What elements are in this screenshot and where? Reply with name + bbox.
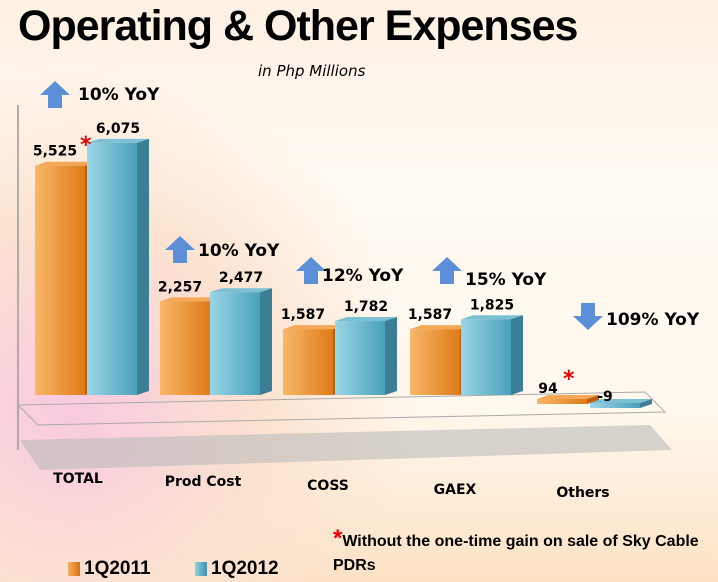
bar-top (87, 138, 149, 143)
yoy-label: 10% YoY (198, 241, 280, 261)
bar-side (640, 399, 652, 408)
data-label: 1,782 (344, 299, 388, 315)
bar-1q2012-others (590, 403, 640, 408)
floor-shadow (20, 425, 672, 470)
bar-top (35, 161, 97, 166)
floor-outline (16, 391, 667, 426)
page-title: Operating & Other Expenses (18, 2, 578, 50)
category-label: COSS (307, 478, 349, 494)
data-label: 1,587 (408, 307, 452, 323)
bar-side (137, 138, 149, 395)
data-label: 5,525 (33, 144, 77, 160)
legend-item-1q2011: 1Q2011 (68, 558, 151, 580)
yoy-label: 109% YoY (606, 310, 700, 330)
asterisk-icon: * (80, 133, 92, 158)
bar-1q2011-gaex (410, 329, 460, 395)
arrow-down-icon (573, 303, 603, 330)
legend-item-1q2012: 1Q2012 (195, 558, 279, 580)
legend-label: 1Q2011 (84, 558, 151, 579)
bar-top (590, 399, 652, 403)
bar-side (385, 317, 397, 395)
bar-1q2011-prod-cost (160, 301, 210, 395)
footnote: *Without the one-time gain on sale of Sk… (333, 527, 718, 578)
legend-swatch (68, 562, 80, 576)
asterisk-marker: * (333, 525, 343, 552)
category-label: TOTAL (53, 471, 103, 487)
data-label: -9 (597, 389, 613, 405)
bar-1q2012-prod-cost (210, 292, 260, 395)
category-label: Prod Cost (165, 474, 242, 490)
bar-1q2011-total (35, 165, 85, 395)
asterisk-icon: * (563, 367, 575, 392)
category-label: Others (556, 485, 609, 501)
legend-label: 1Q2012 (211, 558, 279, 579)
bar-top (210, 288, 272, 293)
arrow-up-icon (432, 257, 462, 284)
arrow-up-icon (296, 257, 326, 284)
data-label: 6,075 (96, 121, 140, 137)
bar-top (461, 315, 523, 320)
bar-1q2012-coss (335, 321, 385, 395)
chart-subtitle: in Php Millions (258, 62, 366, 80)
footnote-text: Without the one-time gain on sale of Sky… (333, 533, 699, 574)
data-label: 1,825 (470, 297, 514, 313)
bar-side (260, 288, 272, 395)
bar-1q2011-coss (283, 329, 333, 395)
bar-top (410, 325, 472, 330)
data-label: 1,587 (281, 307, 325, 323)
bar-top (537, 395, 599, 399)
bar-top (283, 325, 345, 330)
data-label: 94 (538, 381, 558, 397)
bar-1q2012-total (87, 142, 137, 395)
bar-1q2012-gaex (461, 319, 511, 395)
arrow-up-icon (165, 236, 195, 263)
arrow-up-icon (40, 81, 70, 108)
bar-top (160, 297, 222, 302)
yoy-label: 12% YoY (322, 266, 404, 286)
yoy-label: 10% YoY (78, 85, 160, 105)
bar-top (335, 317, 397, 322)
bar-side (587, 395, 599, 404)
legend-swatch (195, 562, 207, 576)
bar-1q2011-others (537, 399, 587, 404)
data-label: 2,477 (219, 270, 263, 286)
category-label: GAEX (434, 482, 477, 498)
bar-side (511, 315, 523, 395)
data-label: 2,257 (158, 279, 202, 295)
yoy-label: 15% YoY (465, 270, 547, 290)
